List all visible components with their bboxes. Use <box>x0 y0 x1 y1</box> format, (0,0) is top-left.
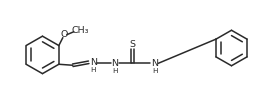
Text: S: S <box>129 40 135 49</box>
Text: H: H <box>152 68 158 74</box>
Text: O: O <box>60 30 68 39</box>
Text: N: N <box>90 58 97 67</box>
Text: H: H <box>91 67 96 73</box>
Text: H: H <box>113 68 118 74</box>
Text: N: N <box>151 59 158 68</box>
Text: CH₃: CH₃ <box>72 26 89 35</box>
Text: N: N <box>112 59 119 68</box>
